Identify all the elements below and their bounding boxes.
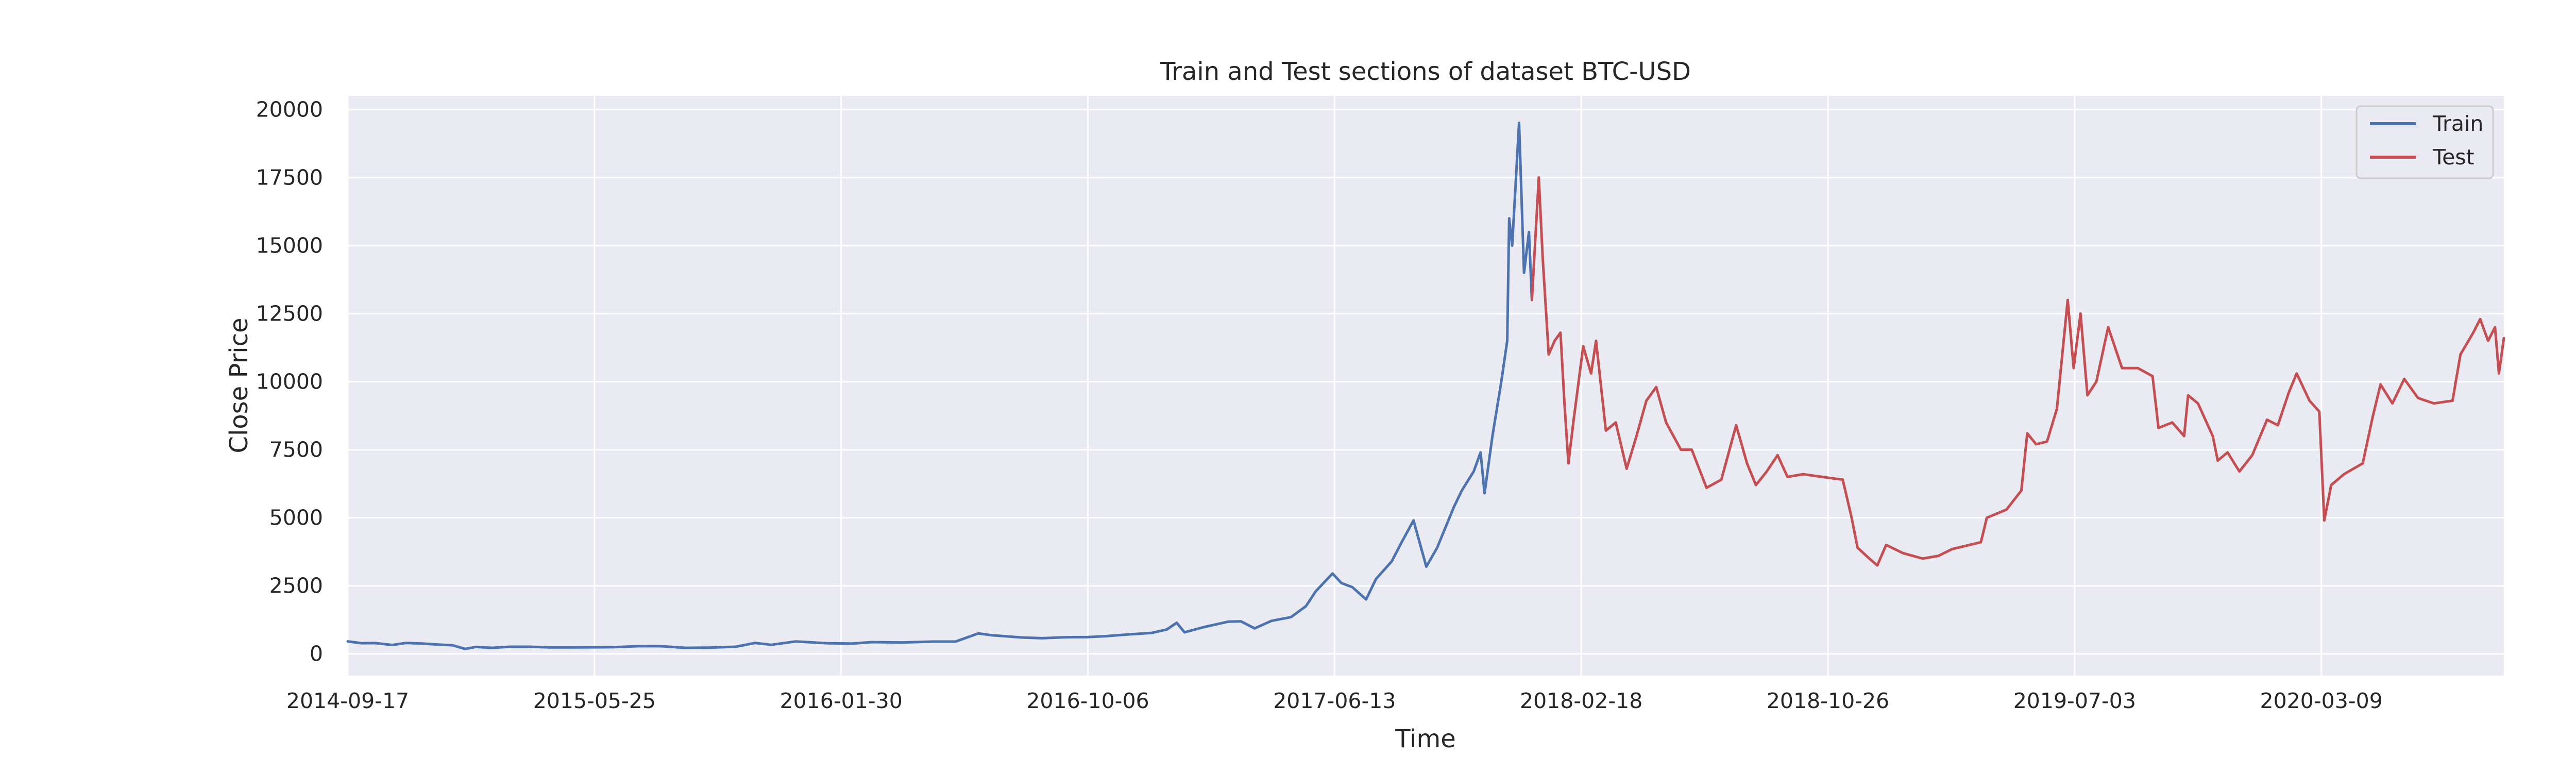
- y-tick-label: 2500: [269, 574, 323, 598]
- grid: [347, 96, 2504, 676]
- x-tick-label: 2014-09-17: [286, 688, 409, 713]
- y-tick-label: 17500: [256, 165, 323, 190]
- series-line-train: [346, 122, 1533, 650]
- tick-labels: 0 2500 5000 7500 10000 12500 15000 17500 20000 20…: [256, 97, 2383, 713]
- y-axis-label: Close Price: [225, 317, 253, 453]
- series-line-test: [1530, 176, 2505, 567]
- x-tick-label: 2019-07-03: [2013, 688, 2136, 713]
- chart-title: Train and Test sections of dataset BTC-U…: [1160, 57, 1691, 86]
- x-tick-label: 2020-03-09: [2260, 688, 2383, 713]
- series-layer: [346, 122, 2505, 650]
- legend-test-label: Test: [2432, 145, 2475, 170]
- x-tick-label: 2016-01-30: [780, 688, 903, 713]
- plot-background: [348, 96, 2504, 676]
- x-tick-label: 2018-10-26: [1767, 688, 1889, 713]
- x-axis-label: Time: [1395, 725, 1455, 753]
- y-tick-label: 20000: [256, 97, 323, 122]
- legend-train-label: Train: [2432, 111, 2483, 136]
- x-tick-label: 2016-10-06: [1026, 688, 1149, 713]
- y-tick-label: 15000: [256, 233, 323, 258]
- y-tick-label: 10000: [256, 369, 323, 394]
- y-tick-label: 0: [310, 642, 323, 666]
- legend: Train Test: [2355, 105, 2494, 179]
- x-tick-label: 2017-06-13: [1273, 688, 1396, 713]
- x-tick-label: 2018-02-18: [1520, 688, 1642, 713]
- y-tick-label: 7500: [269, 438, 323, 462]
- y-tick-label: 12500: [256, 301, 323, 326]
- y-tick-label: 5000: [269, 506, 323, 530]
- x-tick-label: 2015-05-25: [533, 688, 656, 713]
